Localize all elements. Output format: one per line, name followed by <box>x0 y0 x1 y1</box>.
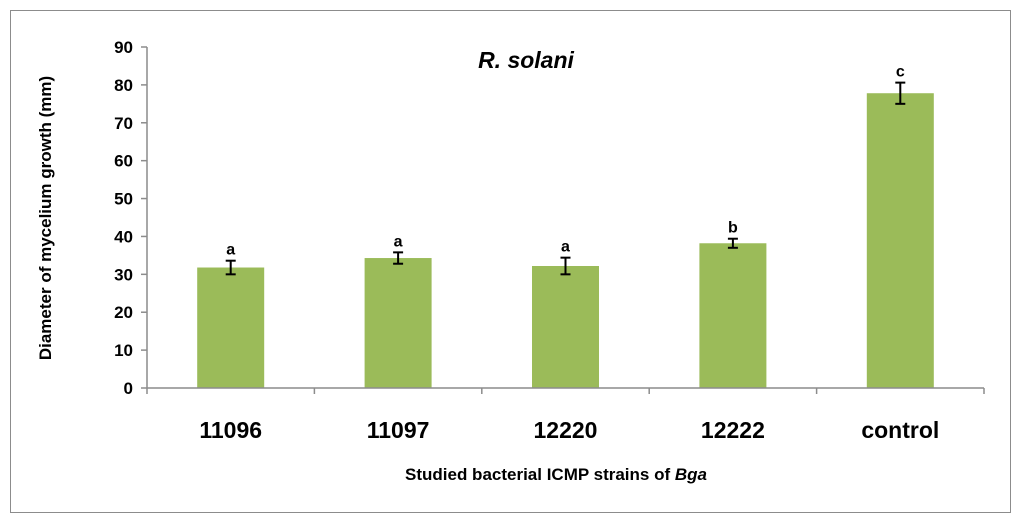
y-tick-label: 40 <box>114 227 133 246</box>
x-category-label: 12222 <box>701 417 765 443</box>
y-tick-label: 50 <box>114 190 133 209</box>
x-axis-categories: 11096 11097 12220 12222 control <box>146 388 985 443</box>
y-tick-label: 90 <box>114 38 133 57</box>
chart-frame <box>10 10 1011 513</box>
x-axis-title: Studied bacterial ICMP strains of Bga <box>405 465 707 484</box>
bar <box>532 265 599 388</box>
bar <box>364 258 432 388</box>
significance-label: a <box>226 242 235 259</box>
y-tick-label: 0 <box>124 379 133 398</box>
y-tick-label: 20 <box>114 303 133 322</box>
y-tick-label: 80 <box>114 76 133 95</box>
y-tick-label: 60 <box>114 152 133 171</box>
bar <box>699 243 767 388</box>
x-category-label: 11097 <box>367 417 430 443</box>
y-tick-label: 30 <box>114 265 133 284</box>
bars: a a a b c <box>197 64 934 389</box>
y-tick-label: 70 <box>114 114 133 133</box>
chart-title: R. solani <box>478 47 574 73</box>
significance-label: b <box>728 220 738 237</box>
x-category-label: 11096 <box>199 417 262 443</box>
y-axis-title: Diameter of mycelium growth (mm) <box>36 76 55 360</box>
x-category-label: 12220 <box>534 417 598 443</box>
x-category-label: control <box>861 417 939 443</box>
x-axis-title-italic: Bga <box>675 465 707 484</box>
significance-label: a <box>394 233 403 250</box>
bar <box>197 267 265 388</box>
x-axis-title-text: Studied bacterial ICMP strains of <box>405 465 675 484</box>
bar <box>866 93 934 389</box>
y-tick-label: 10 <box>114 341 133 360</box>
y-axis-ticks: 0 10 20 30 40 50 60 70 80 90 <box>114 38 147 398</box>
significance-label: a <box>561 239 570 256</box>
significance-label: c <box>896 64 905 81</box>
